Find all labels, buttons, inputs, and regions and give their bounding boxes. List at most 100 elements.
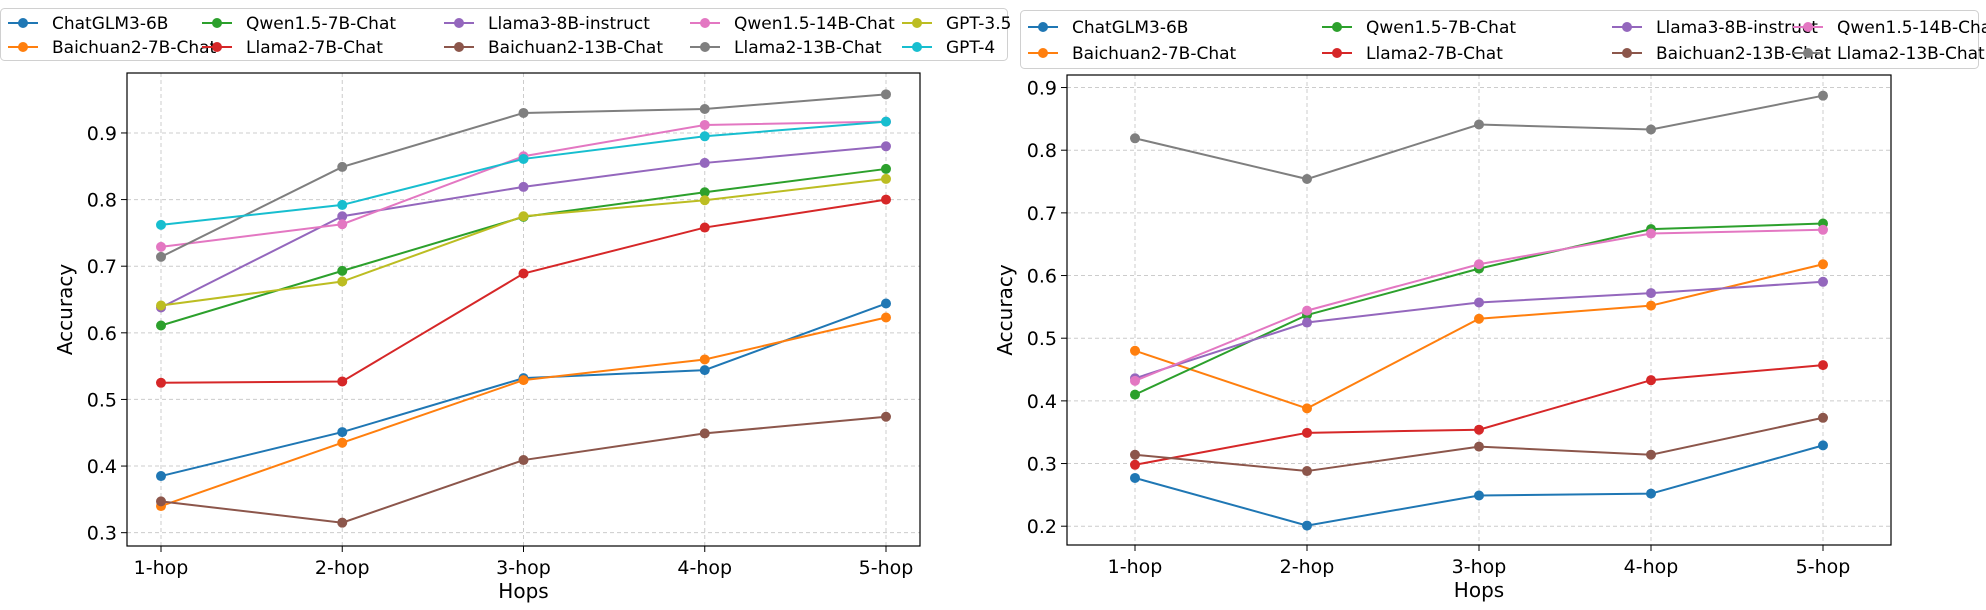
legend-marker: [212, 18, 222, 28]
y-tick-label: 0.7: [87, 256, 117, 278]
data-point: [1302, 174, 1312, 185]
legend-label: Llama3-8B-instruct: [488, 14, 650, 34]
x-tick-label: 1-hop: [134, 557, 189, 579]
x-tick-label: 3-hop: [496, 557, 551, 579]
data-point: [1302, 317, 1312, 328]
legend-marker: [912, 42, 922, 52]
data-point: [1818, 90, 1828, 101]
legend-label: Qwen1.5-14B-Chat: [1837, 18, 1986, 38]
series-qwen1-5-14b-chat: [1130, 224, 1828, 386]
data-point: [156, 241, 166, 252]
y-tick-label: 0.2: [1027, 516, 1057, 538]
data-point: [1130, 375, 1140, 386]
legend-marker: [700, 18, 710, 28]
legend-entry-llama3-8b-instruct: Llama3-8B-instruct: [444, 14, 650, 34]
data-point: [1130, 472, 1140, 483]
legend-entry-qwen1-5-7b-chat: Qwen1.5-7B-Chat: [1322, 18, 1516, 38]
x-tick-label: 2-hop: [315, 557, 370, 579]
data-point: [881, 89, 891, 100]
legend-label: Qwen1.5-7B-Chat: [1366, 18, 1516, 38]
legend-entry-qwen1-5-7b-chat: Qwen1.5-7B-Chat: [202, 14, 396, 34]
x-tick-label: 4-hop: [677, 557, 732, 579]
x-tick-label: 5-hop: [859, 557, 914, 579]
series-baichuan2-7b-chat: [1130, 259, 1828, 414]
legend-entry-llama2-13b-chat: Llama2-13B-Chat: [690, 38, 882, 58]
legend-label: Llama2-13B-Chat: [734, 38, 882, 58]
data-point: [518, 181, 529, 192]
data-point: [1646, 228, 1656, 239]
data-point: [1302, 305, 1312, 316]
data-point: [156, 320, 166, 331]
data-point: [156, 496, 166, 507]
data-point: [337, 219, 348, 230]
data-point: [699, 195, 710, 206]
legend-entry-gpt-3-5: GPT-3.5: [902, 14, 1011, 34]
series-baichuan2-13b-chat: [1130, 412, 1828, 477]
data-point: [1818, 360, 1828, 371]
legend-marker: [1332, 48, 1342, 58]
data-point: [518, 153, 529, 164]
series-llama2-7b-chat: [156, 194, 891, 388]
legend-marker: [1622, 48, 1632, 58]
data-point: [699, 103, 710, 114]
legend-entry-baichuan2-7b-chat: Baichuan2-7B-Chat: [1028, 44, 1237, 64]
data-point: [1130, 449, 1140, 460]
legend-marker: [1622, 22, 1632, 32]
data-point: [699, 222, 710, 233]
legend-marker: [454, 18, 464, 28]
legend-marker: [18, 42, 28, 52]
data-point: [1818, 259, 1828, 270]
y-tick-label: 0.9: [87, 123, 117, 145]
y-tick-label: 0.5: [1027, 328, 1057, 350]
legend-label: Baichuan2-13B-Chat: [1656, 44, 1831, 64]
data-point: [881, 411, 891, 422]
y-tick-label: 0.6: [1027, 266, 1057, 288]
data-point: [1302, 520, 1312, 531]
data-point: [1818, 276, 1828, 287]
data-point: [518, 455, 529, 466]
legend-label: Baichuan2-7B-Chat: [1072, 44, 1237, 64]
grid: [127, 73, 920, 546]
series-chatglm3-6b: [1130, 440, 1828, 531]
data-point: [337, 211, 348, 222]
legend-label: Qwen1.5-14B-Chat: [734, 14, 895, 34]
data-point: [156, 471, 166, 482]
y-tick-label: 0.8: [87, 190, 117, 212]
data-point: [156, 219, 166, 230]
legend-marker: [700, 42, 710, 52]
y-tick-label: 0.3: [1027, 454, 1057, 476]
legend-label: GPT-3.5: [946, 14, 1011, 34]
data-point: [337, 199, 348, 210]
x-tick-label: 5-hop: [1796, 556, 1851, 578]
grid: [1067, 75, 1891, 545]
plot-frame: [1066, 74, 1892, 546]
data-point: [699, 157, 710, 168]
series-gpt-4: [156, 116, 891, 230]
data-point: [518, 107, 529, 118]
data-point: [156, 251, 166, 262]
series-line: [1134, 444, 1824, 527]
data-point: [881, 298, 891, 309]
legend-marker: [212, 42, 222, 52]
legend-label: ChatGLM3-6B: [52, 14, 168, 34]
legend-label: Llama3-8B-instruct: [1656, 18, 1818, 38]
y-tick-label: 0.5: [87, 389, 117, 411]
data-point: [1130, 133, 1140, 144]
legend-marker: [912, 18, 922, 28]
data-point: [1302, 466, 1312, 477]
data-point: [1818, 224, 1828, 235]
data-point: [1646, 488, 1656, 499]
data-point: [1474, 313, 1484, 324]
series-baichuan2-13b-chat: [156, 411, 891, 528]
series-llama2-13b-chat: [1130, 90, 1828, 185]
legend: ChatGLM3-6B Baichuan2-7B-Chat Qwen1.5-7B-C…: [1020, 10, 1986, 69]
x-axis-label: Hops: [1454, 578, 1504, 602]
legend-entry-llama3-8b-instruct: Llama3-8B-instruct: [1612, 18, 1818, 38]
legend-marker: [1038, 22, 1048, 32]
legend-marker: [18, 18, 28, 28]
data-point: [1646, 300, 1656, 311]
data-point: [156, 300, 166, 311]
series-llama3-8b-instruct: [1130, 276, 1828, 384]
data-point: [1818, 412, 1828, 423]
